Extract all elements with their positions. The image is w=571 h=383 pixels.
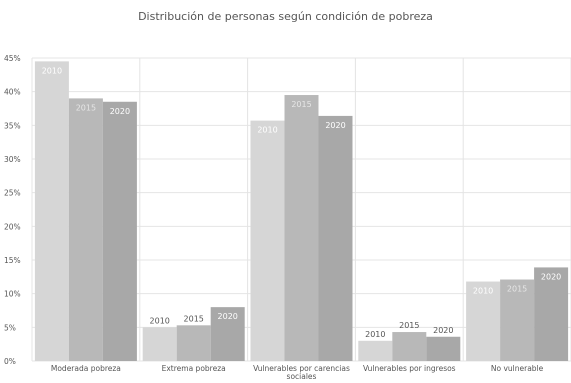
bar-2020 bbox=[426, 336, 461, 361]
bar-2020 bbox=[318, 115, 353, 361]
chart-title: Distribución de personas según condición… bbox=[138, 10, 433, 23]
data-labels: 2010 2015 2020 2010 2015 2020 2010 2015 2020 2010… bbox=[42, 66, 562, 338]
x-category-label: Moderada pobreza bbox=[51, 364, 121, 373]
x-category-label: Extrema pobreza bbox=[162, 364, 226, 373]
data-label: 2015 bbox=[507, 285, 527, 294]
y-tick-label: 35% bbox=[4, 121, 21, 130]
y-tick-label: 20% bbox=[4, 222, 21, 231]
bars bbox=[34, 61, 569, 362]
bar-2020 bbox=[210, 307, 245, 361]
bar-2015 bbox=[284, 95, 319, 362]
bar-2010 bbox=[358, 340, 393, 361]
data-label: 2010 bbox=[365, 330, 385, 339]
data-label: 2020 bbox=[541, 272, 561, 281]
data-label: 2020 bbox=[433, 326, 453, 335]
bar-2020 bbox=[102, 101, 137, 362]
y-tick-label: 25% bbox=[4, 189, 21, 198]
x-category-label: Vulnerables por ingresos bbox=[363, 364, 456, 373]
bar-2010 bbox=[142, 327, 177, 361]
data-label: 2020 bbox=[110, 107, 130, 116]
bar-2010 bbox=[250, 120, 285, 362]
bar-2015 bbox=[392, 332, 427, 361]
data-label: 2010 bbox=[42, 66, 62, 75]
y-tick-label: 30% bbox=[4, 155, 21, 164]
bar-2020 bbox=[534, 267, 569, 361]
x-axis-categories: Moderada pobreza Extrema pobreza Vulnerabl… bbox=[51, 364, 544, 381]
data-label: 2015 bbox=[291, 100, 311, 109]
bar-2010 bbox=[466, 281, 501, 361]
data-label: 2020 bbox=[325, 121, 345, 130]
y-tick-label: 45% bbox=[4, 54, 21, 63]
bar-2015 bbox=[176, 325, 211, 361]
data-label: 2015 bbox=[76, 103, 96, 112]
y-tick-label: 15% bbox=[4, 256, 21, 265]
y-tick-label: 40% bbox=[4, 88, 21, 97]
x-category-label: No vulnerable bbox=[491, 364, 544, 373]
y-tick-label: 5% bbox=[4, 323, 16, 332]
data-label: 2010 bbox=[473, 287, 493, 296]
y-tick-label: 10% bbox=[4, 290, 21, 299]
data-label: 2015 bbox=[184, 314, 204, 323]
data-label: 2010 bbox=[150, 316, 170, 325]
data-label: 2015 bbox=[399, 321, 419, 330]
data-label: 2020 bbox=[218, 312, 238, 321]
y-tick-label: 0% bbox=[4, 357, 16, 366]
x-category-label: Vulnerables por carencias bbox=[253, 364, 350, 373]
bar-2010 bbox=[34, 61, 69, 361]
bar-2015 bbox=[68, 98, 103, 362]
bar-2015 bbox=[500, 279, 535, 361]
y-axis-ticks: 0% 5% 10% 15% 20% 25% 30% 35% 40% 45% bbox=[4, 54, 21, 366]
data-label: 2010 bbox=[257, 126, 277, 135]
x-category-label: sociales bbox=[287, 372, 317, 381]
